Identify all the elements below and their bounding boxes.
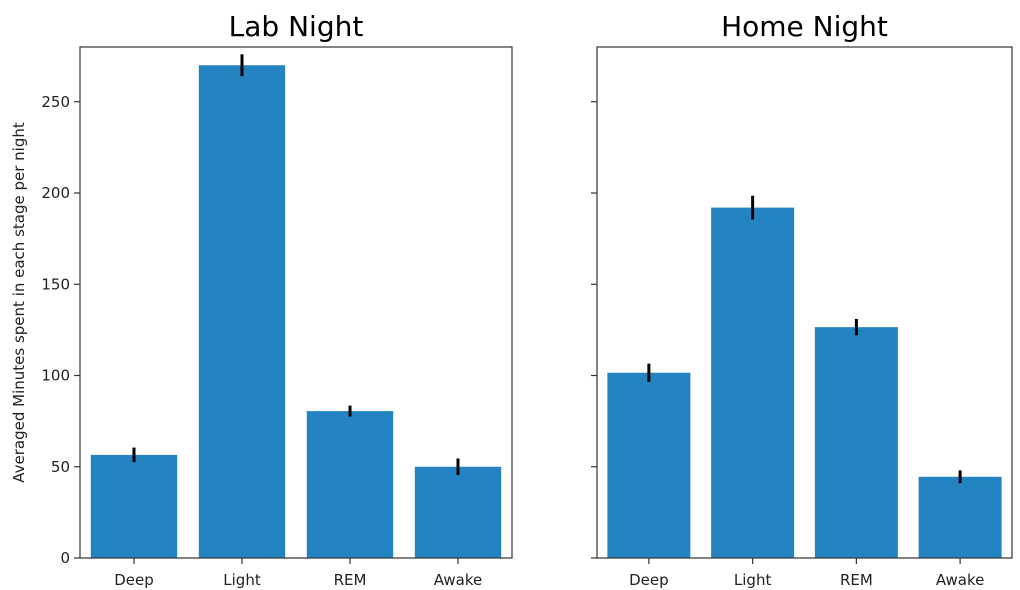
home-night-bar-rem [814, 327, 898, 558]
lab-night-x-tick-label-deep: Deep [114, 571, 154, 589]
lab-night-y-ticks: 0 50 100 150 200 250 [41, 93, 80, 567]
lab-night-y-tick-label-200: 200 [41, 184, 70, 202]
lab-night-plot-frame [79, 46, 513, 559]
lab-night-bar-light [198, 65, 286, 558]
lab-night-y-tick-label-150: 150 [41, 275, 70, 293]
lab-night-panel: Lab Night Averaged Minutes spent in each… [10, 10, 513, 589]
home-night-bars [607, 195, 1002, 558]
lab-night-y-tick-label-250: 250 [41, 93, 70, 111]
lab-night-bar-deep [90, 454, 178, 558]
lab-night-y-tick-label-0: 0 [60, 549, 70, 567]
home-night-y-ticks [591, 101, 597, 559]
home-night-bar-deep [607, 372, 691, 558]
home-night-panel: Home Night Deep Light REM Awake [591, 10, 1013, 589]
lab-night-x-ticks: Deep Light REM Awake [114, 558, 482, 589]
home-night-x-ticks: Deep Light REM Awake [629, 558, 984, 589]
home-night-bar-light [711, 207, 795, 558]
home-night-title: Home Night [721, 10, 888, 43]
lab-night-y-tick-label-100: 100 [41, 367, 70, 385]
lab-night-bars [90, 54, 502, 558]
home-night-plot-frame [596, 46, 1013, 559]
home-night-x-tick-label-deep: Deep [629, 571, 669, 589]
lab-night-title: Lab Night [229, 10, 364, 43]
lab-night-x-tick-label-rem: REM [334, 571, 367, 589]
home-night-x-tick-label-rem: REM [840, 571, 873, 589]
lab-night-y-tick-label-50: 50 [51, 458, 70, 476]
lab-night-x-tick-label-awake: Awake [434, 571, 483, 589]
lab-night-x-tick-label-light: Light [223, 571, 261, 589]
home-night-bar-awake [918, 476, 1002, 558]
y-axis-label: Averaged Minutes spent in each stage per… [10, 122, 28, 483]
home-night-x-tick-label-light: Light [734, 571, 772, 589]
lab-night-bar-rem [306, 411, 394, 558]
lab-night-bar-awake [414, 466, 502, 558]
home-night-x-tick-label-awake: Awake [936, 571, 985, 589]
